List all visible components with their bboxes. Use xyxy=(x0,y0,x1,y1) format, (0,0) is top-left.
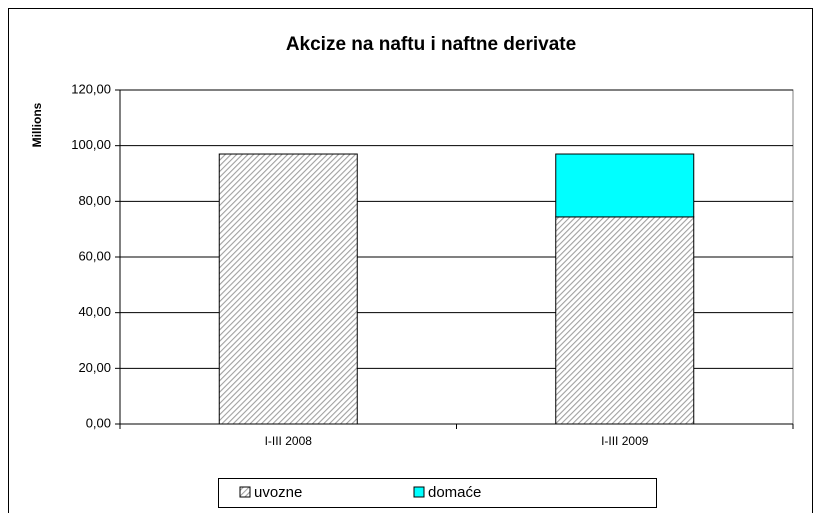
y-tick-label: 0,00 xyxy=(86,415,111,430)
legend-label: uvozne xyxy=(254,484,302,501)
y-tick-label: 60,00 xyxy=(78,248,111,263)
y-tick-label: 120,00 xyxy=(71,81,111,96)
bar-segment xyxy=(555,153,695,218)
bar-segment xyxy=(218,153,358,425)
legend xyxy=(218,478,657,508)
y-tick-label: 20,00 xyxy=(78,360,111,375)
legend-swatch xyxy=(239,486,251,498)
y-tick-label: 40,00 xyxy=(78,304,111,319)
chart-title: Akcize na naftu i naftne derivate xyxy=(286,34,576,55)
legend-label: domaće xyxy=(428,484,481,501)
legend-swatch xyxy=(413,486,425,498)
y-tick-label: 100,00 xyxy=(71,137,111,152)
bar-segment xyxy=(555,216,695,425)
x-tick-label: I-III 2009 xyxy=(601,434,649,448)
y-axis-label: Millions xyxy=(30,102,44,147)
x-tick-label: I-III 2008 xyxy=(265,434,313,448)
y-tick-label: 80,00 xyxy=(78,193,111,208)
